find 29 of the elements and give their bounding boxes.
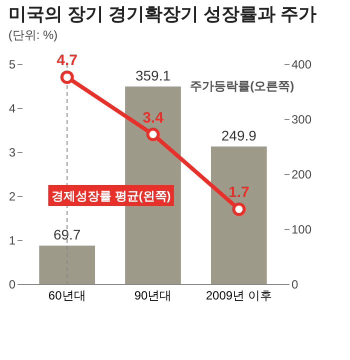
data-label: 4.7 <box>56 52 78 70</box>
y-tick-label: 0 <box>8 278 16 292</box>
data-label: 1.7 <box>228 184 250 202</box>
bar <box>210 146 267 284</box>
point <box>60 70 74 84</box>
y2-tick-label: 300 <box>292 112 312 126</box>
y2-tick-label: 400 <box>292 58 312 72</box>
bar <box>39 246 96 284</box>
x-tick-label: 60년대 <box>48 288 86 302</box>
data-label: 3.4 <box>142 109 164 126</box>
chart-subtitle: (단위: %) <box>8 28 58 42</box>
y-tick-label: 3 <box>8 146 16 160</box>
y-tick-label: 5 <box>8 58 16 72</box>
y2-tick-label: 200 <box>292 168 312 182</box>
point <box>232 202 246 216</box>
x-tick-label: 90년대 <box>134 288 172 302</box>
y2-tick-label: 100 <box>292 222 312 236</box>
text: 경제성장률 평균(왼쪽) <box>51 189 171 203</box>
y-tick-label: 4 <box>8 102 16 116</box>
chart-title: 미국의 장기 경기확장기 성장률과 주가 <box>8 4 316 24</box>
y2-tick-label: 0 <box>292 278 298 292</box>
point <box>146 128 160 142</box>
data-label: 359.1 <box>135 67 171 84</box>
y-tick-label: 2 <box>8 190 16 204</box>
data-label: 69.7 <box>53 226 81 243</box>
y-tick-label: 1 <box>8 234 16 248</box>
series-label: 주가등락률(오른쪽) <box>190 79 294 93</box>
data-label: 249.9 <box>221 128 257 144</box>
x-tick-label: 2009년 이후 <box>206 288 272 302</box>
